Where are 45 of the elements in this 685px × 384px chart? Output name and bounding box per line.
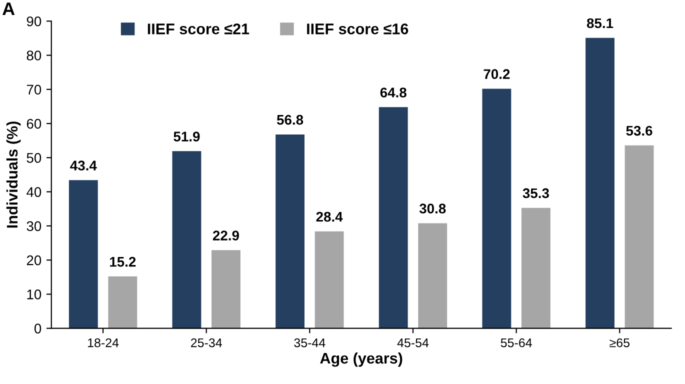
bar (378, 107, 408, 328)
bar (212, 250, 240, 328)
data-label: 51.9 (174, 132, 200, 142)
y-tick-label: 80 (26, 50, 42, 60)
legend-label: IIEF score ≤21 (148, 24, 250, 34)
x-tick-label: ≥65 (610, 338, 630, 348)
bar (418, 223, 448, 328)
y-tick-label: 40 (26, 187, 42, 197)
bar (314, 231, 344, 328)
y-tick-label: 0 (34, 324, 42, 334)
data-label: 28.4 (316, 212, 343, 222)
x-tick-label: 25-34 (191, 338, 222, 348)
y-tick-label: 30 (26, 221, 42, 232)
data-label: 15.2 (110, 256, 136, 267)
y-tick-label: 50 (26, 152, 42, 163)
text: A (2, 2, 15, 16)
bar (172, 151, 202, 328)
y-axis-title: Individuals (%) (6, 122, 21, 228)
y-tick-label: 90 (26, 16, 42, 26)
data-label: 53.6 (626, 126, 652, 136)
x-tick-label: 55-64 (500, 338, 532, 348)
bar (108, 276, 138, 328)
x-tick-label: 45-54 (397, 338, 429, 348)
data-label: 56.8 (276, 114, 304, 125)
data-label: 35.3 (522, 188, 549, 198)
bar (586, 38, 614, 328)
bar (276, 134, 305, 328)
y-tick-label: 60 (26, 118, 42, 129)
bar (521, 208, 550, 328)
data-label: 30.8 (419, 204, 446, 214)
y-tick-label: 20 (26, 255, 42, 266)
legend-label: IIEF score ≤16 (307, 24, 408, 34)
data-label: 22.9 (212, 230, 239, 240)
data-label: 70.2 (484, 69, 510, 80)
y-tick-label: 10 (27, 290, 42, 300)
data-label: 85.1 (586, 18, 614, 28)
y-tick-label: 70 (26, 84, 42, 95)
x-axis-title: Age (years) (320, 352, 402, 367)
bar (482, 88, 512, 328)
bar (68, 180, 98, 328)
x-tick-label: 18-24 (88, 338, 119, 348)
bar (624, 145, 654, 328)
x-tick-label: 35-44 (294, 338, 326, 348)
data-label: 64.8 (380, 88, 406, 98)
data-label: 43.4 (70, 160, 97, 171)
